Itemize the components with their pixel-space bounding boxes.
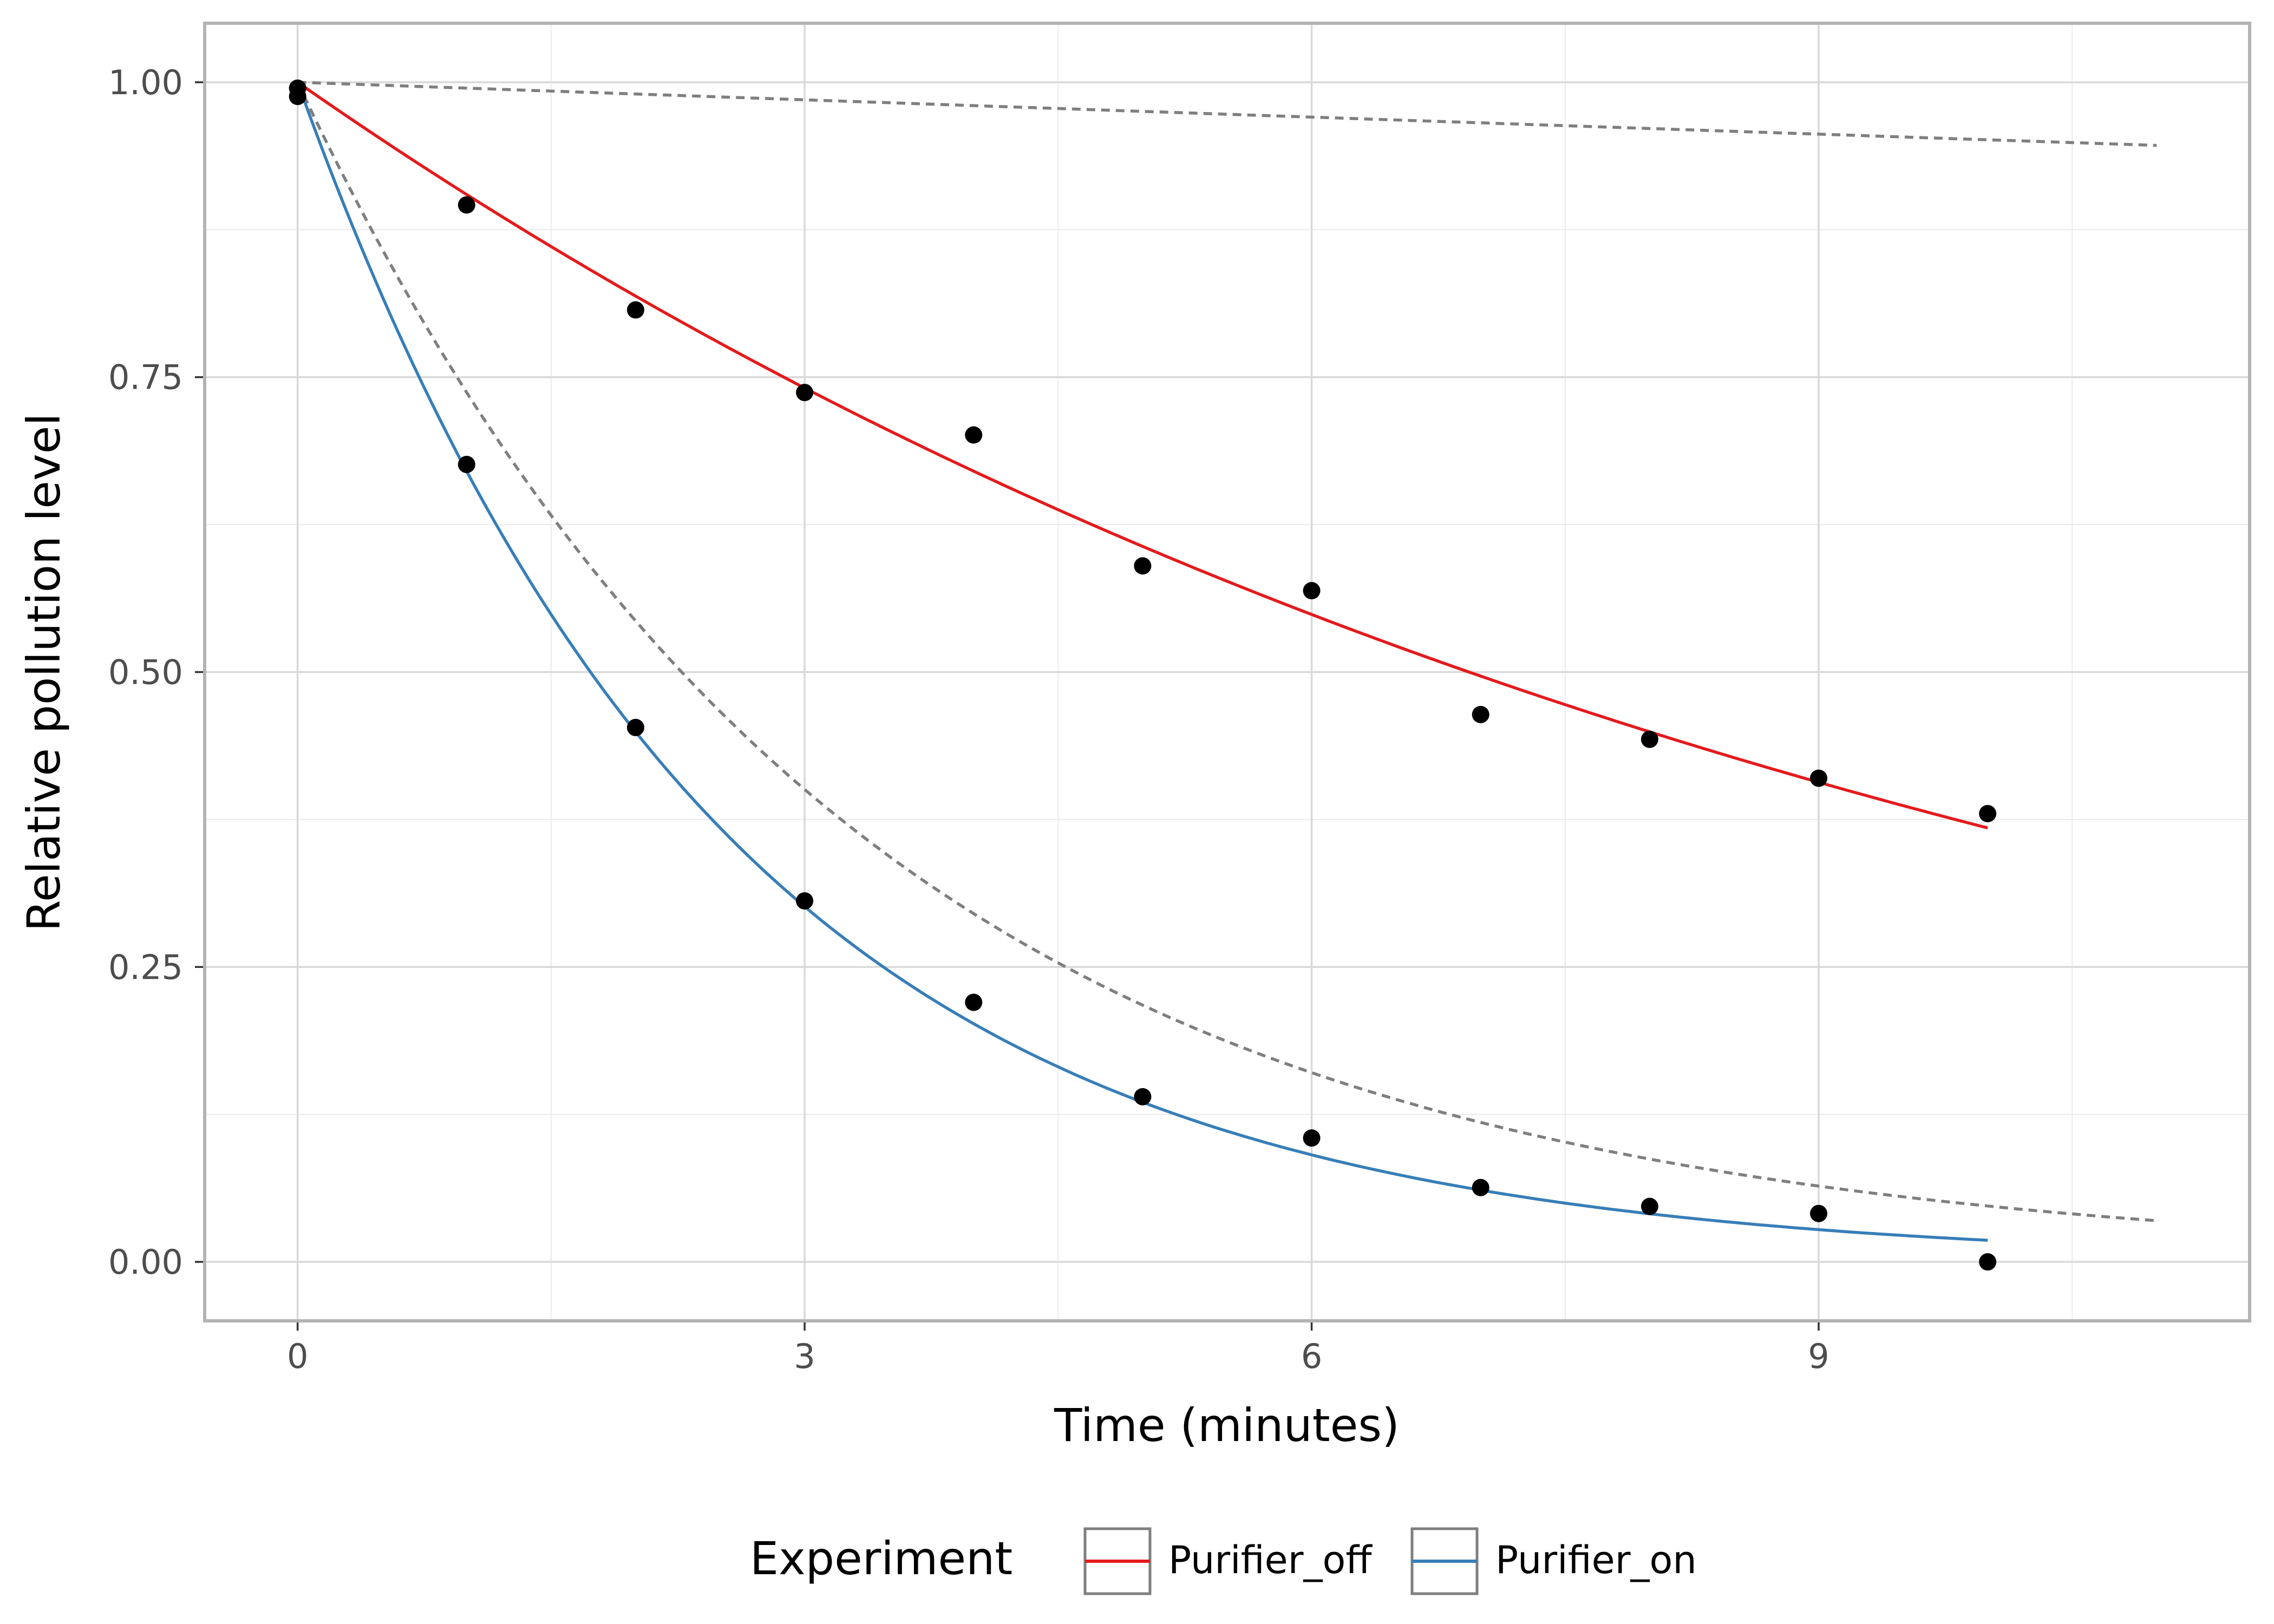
data-point [458, 196, 475, 214]
x-tick-label: 9 [1808, 1337, 1829, 1376]
data-point [1641, 730, 1658, 748]
y-tick-label: 0.00 [108, 1242, 183, 1282]
legend-title: Experiment [750, 1532, 1012, 1585]
x-tick-label: 6 [1301, 1337, 1322, 1376]
data-point [1979, 1253, 1997, 1271]
data-point [1303, 1129, 1321, 1147]
fit-curve-purifier-off [297, 81, 1988, 830]
data-point [458, 455, 475, 473]
data-point [1641, 1197, 1658, 1215]
legend-item-purifier-on: Purifier_on [1410, 1527, 1697, 1595]
y-tick-label: 0.50 [108, 653, 183, 692]
data-point [965, 993, 983, 1011]
reference-fast-curve [296, 81, 2157, 1222]
major-gridlines [205, 23, 2250, 1321]
x-axis-ticks: 0 3 6 9 [287, 1322, 1829, 1376]
data-point [1134, 557, 1152, 575]
x-tick-label: 0 [287, 1337, 308, 1376]
legend-label-purifier-on: Purifier_on [1495, 1538, 1697, 1582]
y-tick-label: 0.75 [108, 358, 183, 397]
reference-slow-curve [297, 81, 2157, 147]
legend: Experiment Purifier_off Purifier_on [750, 1527, 1697, 1595]
data-point [1810, 769, 1828, 787]
data-point [965, 426, 983, 444]
data-point [796, 384, 814, 402]
x-tick-label: 3 [794, 1337, 815, 1376]
y-tick-label: 0.25 [108, 947, 183, 987]
data-point [1979, 804, 1997, 822]
data-point [626, 301, 644, 319]
data-point [796, 892, 814, 910]
minor-gridlines [205, 23, 2250, 1321]
reference-curves [296, 81, 2157, 1222]
y-tick-label: 1.00 [108, 63, 183, 102]
plot-panel-border [203, 22, 2251, 1322]
legend-item-purifier-off: Purifier_off [1083, 1527, 1373, 1595]
y-axis-title: Relative pollution level [17, 413, 70, 931]
data-point [1472, 705, 1489, 723]
data-point [1472, 1178, 1489, 1196]
data-point [626, 718, 644, 736]
y-axis-ticks: 0.00 0.25 0.50 0.75 1.00 [108, 63, 203, 1282]
x-axis-title: Time (minutes) [1054, 1399, 1400, 1452]
data-point [1810, 1204, 1828, 1222]
data-points [289, 79, 1997, 1271]
legend-label-purifier-off: Purifier_off [1168, 1538, 1373, 1582]
data-point [1303, 582, 1321, 600]
data-point [289, 88, 306, 106]
data-point [1134, 1088, 1152, 1105]
